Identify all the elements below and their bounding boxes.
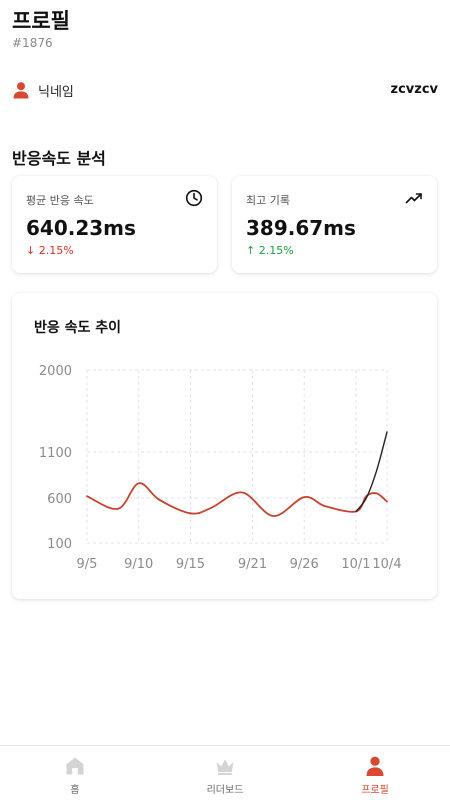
x-tick-label: 9/21 (238, 557, 267, 572)
nickname-row: 닉네임 zcvzcv (12, 80, 438, 100)
nav-item-home[interactable]: 홈 (0, 746, 150, 800)
nav-item-leaderboard[interactable]: 리더보드 (150, 746, 300, 800)
arrow-down-icon: ↓ (26, 244, 36, 257)
best-record-label: 최고 기록 (246, 194, 290, 207)
average-speed-label: 평균 반응 속도 (26, 194, 94, 207)
x-tick-label: 9/5 (77, 557, 98, 572)
x-tick-label: 9/26 (290, 557, 319, 572)
x-tick-label: 10/1 (341, 557, 370, 572)
user-id: #1876 (12, 36, 53, 50)
trending-up-icon (405, 193, 422, 204)
bottom-nav: 홈 리더보드 프로필 (0, 745, 450, 800)
average-speed-change: ↓ 2.15% (26, 244, 74, 257)
series-line-1 (86, 482, 388, 517)
crown-icon (216, 759, 234, 775)
nickname-value: zcvzcv (390, 82, 439, 97)
y-tick-label: 600 (47, 492, 72, 507)
trend-chart-card: 반응 속도 추이 100 600 1100 2000 9/5 9/10 9/15 9/21 9/… (12, 293, 437, 599)
y-tick-label: 1100 (39, 446, 72, 461)
chart-title: 반응 속도 추이 (34, 320, 122, 336)
best-record-change-value: 2.15% (258, 244, 294, 257)
average-speed-change-value: 2.15% (38, 244, 74, 257)
y-tick-label: 2000 (39, 364, 72, 379)
user-icon (366, 756, 384, 776)
best-record-value: 389.67ms (246, 216, 356, 240)
nickname-label: 닉네임 (38, 85, 74, 100)
average-speed-value: 640.23ms (26, 216, 136, 240)
x-tick-label: 9/10 (124, 557, 153, 572)
best-record-card: 최고 기록 389.67ms ↑ 2.15% (232, 176, 437, 273)
nav-label-home: 홈 (70, 785, 80, 796)
nav-label-leaderboard: 리더보드 (206, 785, 244, 796)
home-icon (66, 757, 84, 775)
best-record-change: ↑ 2.15% (246, 244, 294, 257)
x-tick-label: 10/4 (372, 557, 401, 572)
trend-chart: 100 600 1100 2000 9/5 9/10 9/15 9/21 9/26 10/1 10/… (39, 364, 402, 572)
analysis-section-title: 반응속도 분석 (12, 149, 106, 168)
clock-icon (185, 189, 203, 207)
nav-item-profile[interactable]: 프로필 (300, 746, 450, 800)
user-icon (13, 82, 29, 99)
page-title: 프로필 (12, 9, 70, 33)
average-speed-card: 평균 반응 속도 640.23ms ↓ 2.15% (12, 176, 217, 273)
nav-label-profile: 프로필 (361, 785, 389, 796)
x-tick-label: 9/15 (176, 557, 205, 572)
series-line-2 (355, 431, 388, 513)
y-tick-label: 100 (47, 537, 72, 552)
arrow-up-icon: ↑ (246, 244, 256, 257)
